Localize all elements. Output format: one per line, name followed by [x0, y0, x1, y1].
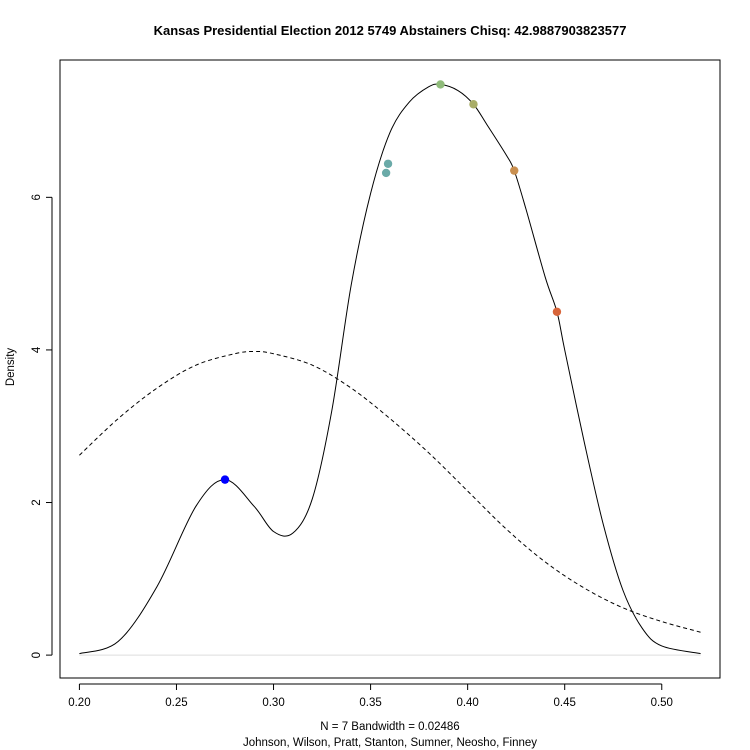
chart-title: Kansas Presidential Election 2012 5749 A… — [154, 23, 627, 38]
x-tick-label: 0.35 — [359, 697, 381, 709]
y-axis: 0 2 4 6 — [31, 194, 53, 658]
data-point — [469, 100, 478, 109]
data-point — [510, 166, 519, 175]
x-tick-label: 0.50 — [651, 697, 673, 709]
series-line-solid — [79, 83, 701, 655]
y-tick-label: 6 — [31, 194, 43, 200]
x-axis-label-line2: Johnson, Wilson, Pratt, Stanton, Sumner,… — [243, 737, 537, 749]
data-points — [220, 80, 562, 484]
y-tick-label: 4 — [31, 346, 43, 353]
x-tick-label: 0.20 — [68, 697, 90, 709]
data-point — [552, 307, 562, 316]
y-tick-label: 2 — [31, 499, 43, 505]
data-point — [383, 159, 393, 168]
data-point — [220, 475, 230, 484]
x-tick-label: 0.45 — [554, 697, 576, 709]
x-tick-label: 0.40 — [456, 697, 478, 709]
data-point — [436, 80, 445, 89]
plot-frame — [59, 59, 721, 679]
data-point — [381, 168, 391, 178]
y-tick-label: 0 — [31, 652, 43, 658]
x-axis-label-line1: N = 7 Bandwidth = 0.02486 — [320, 721, 459, 733]
x-axis: 0.20 0.25 0.30 0.35 0.40 0.45 0.50 — [68, 683, 673, 709]
series-line-dashed — [79, 350, 701, 633]
x-tick-label: 0.30 — [262, 697, 284, 709]
x-tick-label: 0.25 — [165, 697, 187, 709]
y-axis-label: Density — [5, 348, 17, 387]
